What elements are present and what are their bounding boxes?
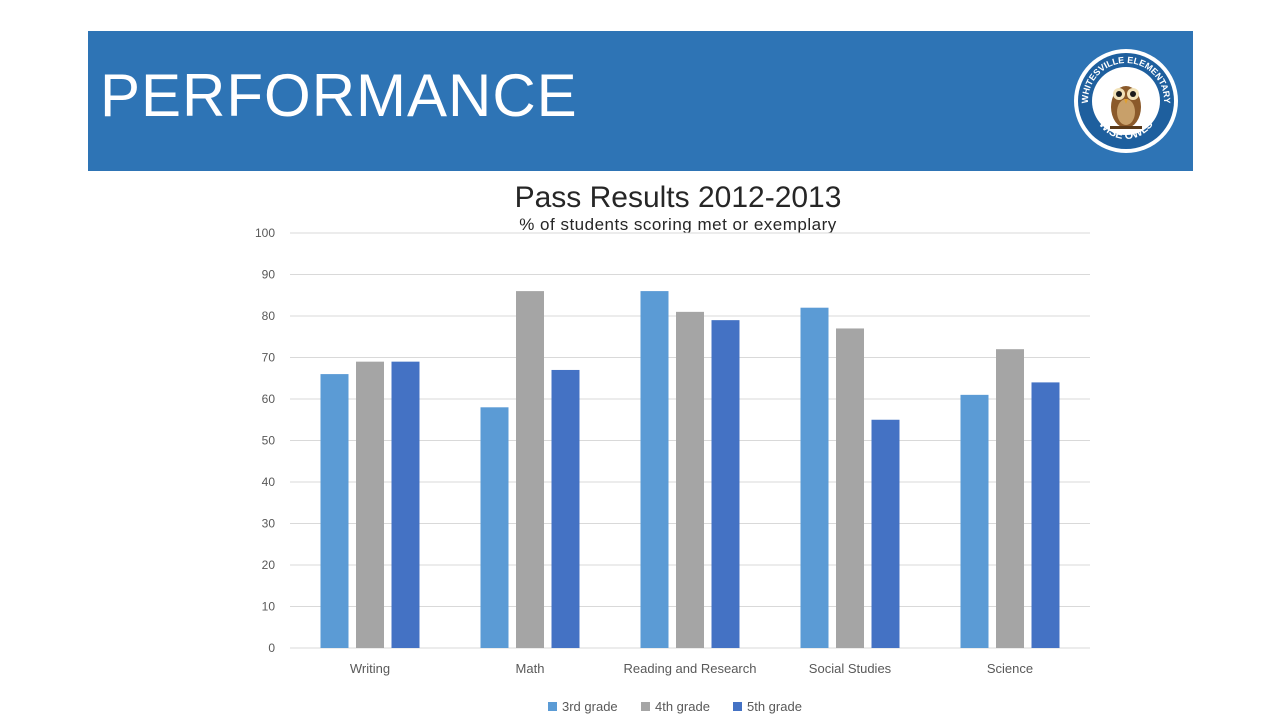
- x-tick-label: Social Studies: [809, 661, 892, 676]
- y-tick-label: 50: [262, 434, 276, 448]
- x-tick-label: Science: [987, 661, 1033, 676]
- y-tick-label: 100: [255, 226, 275, 240]
- x-tick-label: Math: [516, 661, 545, 676]
- x-tick-label: Reading and Research: [624, 661, 757, 676]
- legend-swatch: [641, 702, 650, 711]
- legend-label: 5th grade: [747, 699, 802, 714]
- y-tick-label: 0: [268, 641, 275, 655]
- bar-5th-grade: [391, 361, 420, 648]
- bar-3rd-grade: [800, 307, 829, 648]
- bar-3rd-grade: [640, 291, 669, 648]
- y-tick-label: 60: [262, 392, 276, 406]
- chart-subtitle: % of students scoring met or exemplary: [519, 215, 837, 234]
- y-tick-label: 30: [262, 517, 276, 531]
- bar-5th-grade: [1031, 382, 1060, 648]
- bar-5th-grade: [871, 419, 900, 648]
- y-tick-label: 70: [262, 351, 276, 365]
- bar-4th-grade: [836, 328, 864, 648]
- bar-5th-grade: [551, 369, 580, 648]
- bar-3rd-grade: [320, 374, 349, 648]
- legend-label: 3rd grade: [562, 699, 618, 714]
- y-tick-label: 80: [262, 309, 276, 323]
- bar-5th-grade: [711, 320, 740, 648]
- x-tick-label: Writing: [350, 661, 390, 676]
- owl-icon: [1110, 86, 1142, 129]
- legend-swatch: [733, 702, 742, 711]
- bar-3rd-grade: [960, 394, 989, 648]
- bar-4th-grade: [676, 311, 704, 648]
- bar-3rd-grade: [480, 407, 509, 648]
- y-tick-label: 20: [262, 558, 276, 572]
- y-tick-label: 40: [262, 475, 276, 489]
- bar-4th-grade: [516, 291, 544, 648]
- school-logo: WHITESVILLE ELEMENTARY WISE OWLS: [1074, 49, 1178, 153]
- y-tick-label: 90: [262, 268, 276, 282]
- legend-label: 4th grade: [655, 699, 710, 714]
- bar-4th-grade: [356, 361, 384, 648]
- page-title: PERFORMANCE: [100, 62, 578, 129]
- bar-4th-grade: [996, 349, 1024, 648]
- chart-title: Pass Results 2012-2013: [515, 181, 842, 214]
- legend-swatch: [548, 702, 557, 711]
- y-tick-label: 10: [262, 600, 276, 614]
- header-banner: PERFORMANCE WHITESVILLE ELEMENTARY WISE …: [88, 31, 1193, 171]
